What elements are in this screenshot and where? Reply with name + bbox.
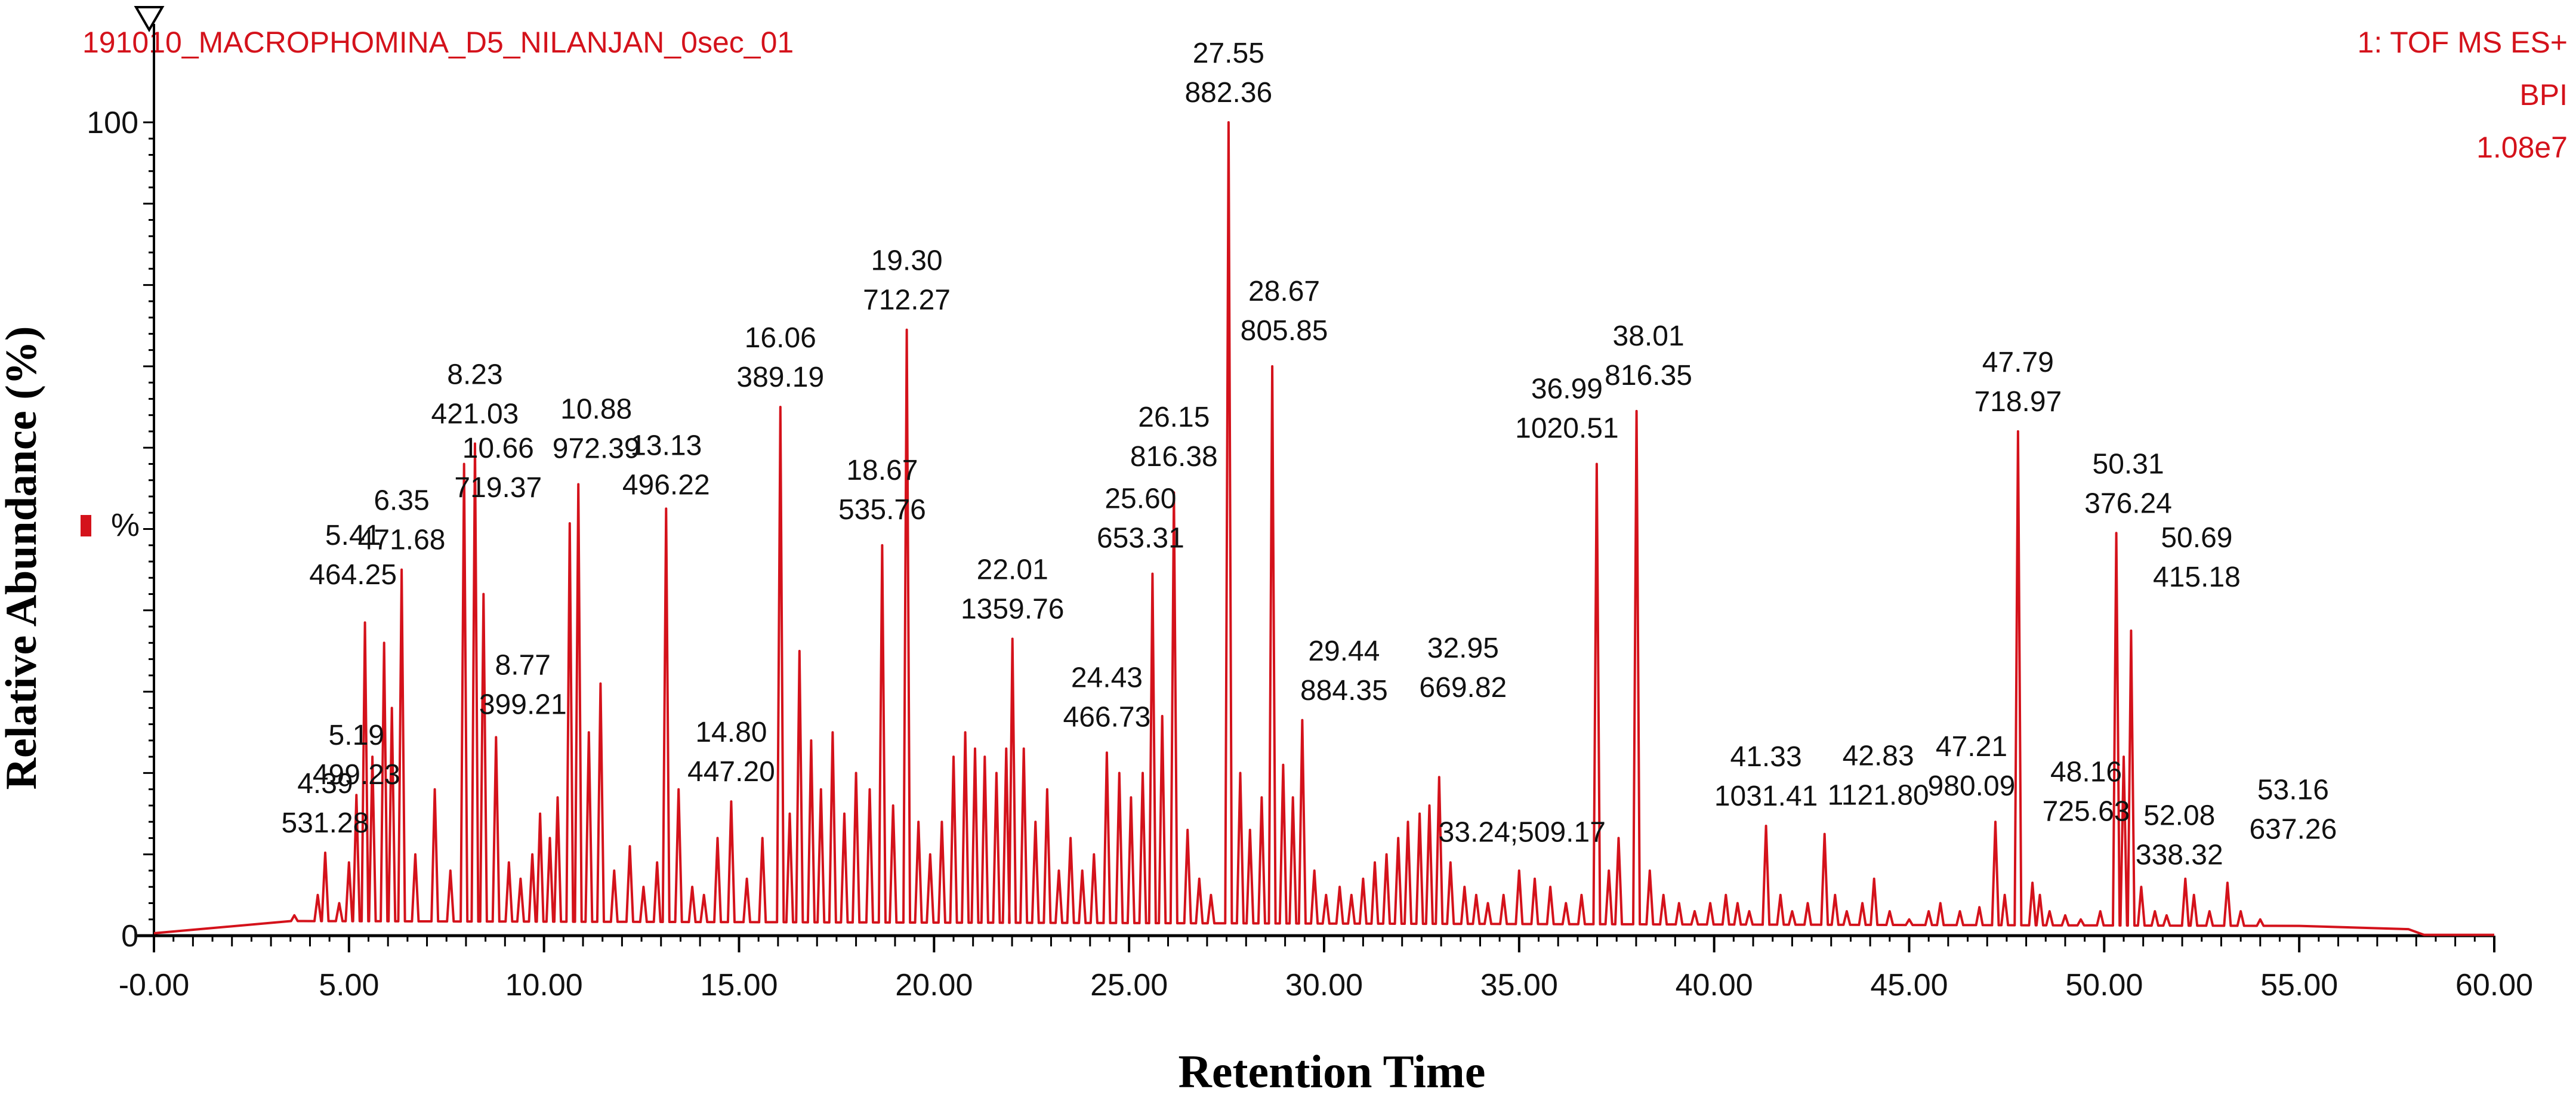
peak-rt-label: 38.01	[1613, 320, 1685, 352]
peak-rt-label: 22.01	[977, 554, 1048, 586]
peak-mz-label: 637.26	[2249, 813, 2337, 845]
peak-rt-label: 42.83	[1843, 741, 1914, 772]
y-tick-label: 100	[87, 106, 138, 140]
peak-rt-label: 47.21	[1936, 731, 2007, 763]
mode-line: BPI	[2519, 78, 2568, 112]
peak-label: 33.24;509.17	[1439, 816, 1606, 848]
peak-mz-label: 415.18	[2153, 562, 2241, 593]
percent-symbol: %	[111, 507, 140, 543]
bpi-trace	[153, 121, 2494, 936]
peak-rt-label: 41.33	[1730, 741, 1802, 773]
x-tick-label: 55.00	[2260, 968, 2338, 1003]
peak-rt-label: 32.95	[1427, 633, 1499, 664]
peak-mz-label: 1031.41	[1714, 781, 1818, 812]
x-axis-title: Retention Time	[1179, 1045, 1486, 1095]
peak-rt-label: 28.67	[1248, 276, 1320, 307]
x-tick-label: 40.00	[1676, 968, 1753, 1003]
peak-rt-label: 18.67	[846, 455, 918, 486]
peak-rt-label: 4.39	[297, 768, 353, 800]
peak-rt-label: 10.66	[462, 433, 534, 464]
peak-mz-label: 882.36	[1184, 77, 1272, 109]
peak-rt-label: 16.06	[745, 322, 816, 354]
peak-mz-label: 669.82	[1419, 672, 1507, 704]
tick-labels: -0.00 5.00 10.00 15.00 20.00 25.00 30.00 35.00 4…	[87, 106, 2533, 1003]
peak-rt-label: 52.08	[2143, 800, 2215, 832]
x-tick-label: 10.00	[505, 968, 583, 1003]
peak-mz-label: 531.28	[282, 807, 369, 839]
sample-name: 191010_MACROPHOMINA_D5_NILANJAN_0sec_01	[82, 26, 794, 59]
time-cursor-icon[interactable]	[134, 6, 165, 32]
peak-mz-label: 719.37	[454, 472, 542, 504]
x-tick-label: -0.00	[119, 968, 190, 1003]
peak-rt-label: 29.44	[1308, 636, 1380, 667]
peak-mz-label: 338.32	[2136, 840, 2223, 871]
peak-rt-label: 8.77	[495, 649, 551, 681]
peak-mz-label: 1359.76	[961, 594, 1065, 625]
x-tick-label: 45.00	[1870, 968, 1948, 1003]
peak-mz-label: 471.68	[358, 525, 446, 556]
peak-mz-label: 499.23	[313, 759, 400, 791]
peak-rt-label: 50.31	[2093, 448, 2164, 480]
peak-mz-label: 712.27	[863, 285, 951, 316]
peak-mz-label: 389.19	[736, 362, 824, 393]
peak-mz-label: 980.09	[1928, 770, 2016, 802]
y-tick-label: 0	[121, 919, 138, 954]
peak-mz-label: 884.35	[1300, 675, 1388, 707]
peak-mz-label: 725.63	[2043, 795, 2130, 827]
peak-mz-label: 421.03	[431, 398, 519, 430]
peak-mz-label: 718.97	[1974, 386, 2062, 418]
peak-mz-label: 535.76	[838, 494, 926, 526]
peak-mz-label: 447.20	[687, 756, 775, 788]
peak-rt-label: 8.23	[447, 359, 502, 390]
x-tick-label: 30.00	[1285, 968, 1363, 1003]
peak-rt-label: 26.15	[1138, 402, 1210, 433]
peak-mz-label: 1020.51	[1515, 412, 1619, 444]
peak-mz-label: 805.85	[1241, 315, 1328, 347]
x-tick-label: 15.00	[700, 968, 778, 1003]
peak-mz-label: 464.25	[309, 559, 397, 591]
peak-mz-label: 653.31	[1097, 522, 1184, 554]
intensity-line: 1.08e7	[2476, 131, 2568, 164]
x-tick-label: 25.00	[1090, 968, 1168, 1003]
peak-mz-label: 816.38	[1130, 441, 1218, 473]
instrument-line: 1: TOF MS ES+	[2358, 26, 2568, 59]
peak-rt-label: 25.60	[1105, 483, 1176, 514]
peak-rt-label: 13.13	[630, 430, 702, 461]
peak-rt-label: 50.69	[2161, 522, 2232, 554]
peak-rt-label: 24.43	[1071, 662, 1143, 693]
peak-rt-label: 53.16	[2257, 774, 2329, 806]
peak-rt-label: 5.19	[329, 720, 384, 751]
peak-mz-label: 816.35	[1605, 360, 1692, 391]
x-tick-label: 60.00	[2455, 968, 2533, 1003]
peak-rt-label: 5.41	[325, 520, 381, 551]
peak-rt-label: 48.16	[2050, 756, 2122, 788]
peak-rt-label: 14.80	[695, 717, 767, 748]
peak-mz-label: 399.21	[479, 689, 567, 720]
peak-rt-label: 6.35	[374, 485, 429, 517]
peak-labels: 4.39 531.28 5.19 499.23 5.41 464.25 6.35 471.68…	[282, 38, 2337, 871]
x-tick-label: 50.00	[2065, 968, 2143, 1003]
peak-rt-label: 27.55	[1193, 38, 1264, 69]
x-tick-label: 5.00	[319, 968, 379, 1003]
axis-marker-icon	[81, 515, 91, 536]
peak-rt-label: 36.99	[1531, 373, 1603, 405]
x-tick-label: 35.00	[1480, 968, 1558, 1003]
peak-rt-label: 19.30	[871, 245, 943, 277]
peak-mz-label: 466.73	[1063, 701, 1151, 733]
axes	[134, 24, 2495, 952]
peak-mz-label: 1121.80	[1828, 780, 1929, 812]
peak-mz-label: 972.39	[553, 433, 640, 465]
x-tick-label: 20.00	[895, 968, 973, 1003]
peak-rt-label: 10.88	[560, 394, 632, 425]
peak-rt-label: 47.79	[1982, 347, 2054, 378]
peak-mz-label: 496.22	[622, 469, 710, 501]
y-axis-title: Relative Abundance (%)	[0, 326, 46, 790]
peak-mz-label: 376.24	[2084, 488, 2172, 519]
